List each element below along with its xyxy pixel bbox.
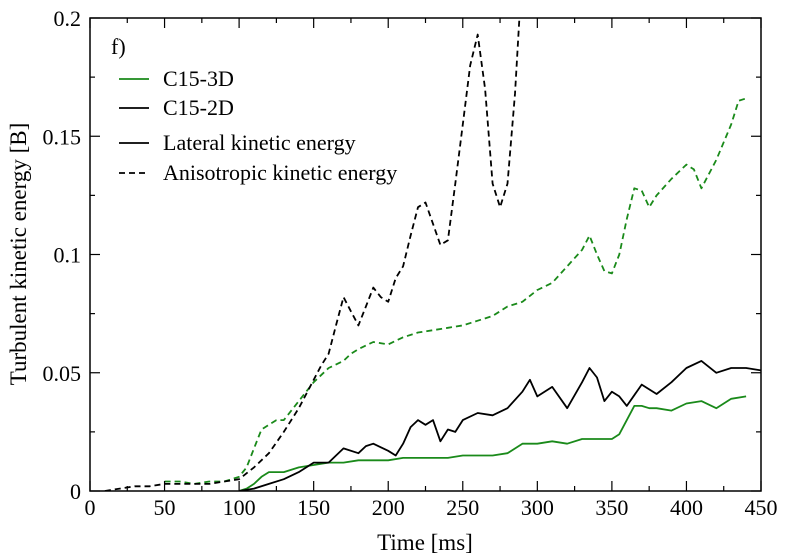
x-axis-title: Time [ms] (377, 530, 473, 555)
x-tick-label: 100 (223, 495, 256, 520)
y-tick-label: 0.15 (43, 124, 82, 149)
x-tick-label: 300 (521, 495, 554, 520)
x-tick-label: 250 (446, 495, 479, 520)
x-tick-label: 350 (595, 495, 628, 520)
series-line-c15-2d-lateral-kinetic-energy (238, 359, 761, 491)
legend-label-anisotropic: Anisotropic kinetic energy (163, 160, 397, 185)
series-line-c15-2d-anisotropic-kinetic-energy (104, 18, 521, 491)
series-layer (104, 18, 761, 491)
x-tick-label: 150 (297, 495, 330, 520)
y-tick-label: 0 (70, 479, 81, 504)
y-tick-label: 0.1 (54, 243, 82, 268)
x-tick-label: 450 (745, 495, 778, 520)
legend-label-lateral: Lateral kinetic energy (163, 130, 356, 155)
x-tick-label: 0 (85, 495, 96, 520)
series-line-c15-3d-anisotropic-kinetic-energy (164, 97, 747, 485)
x-tick-label: 400 (670, 495, 703, 520)
tick-layer: 0 50 100 150 200 250 300 350 400 450 0 0.05 0.1 0.15 0… (43, 6, 778, 520)
y-axis-title: Turbulent kinetic energy [B] (6, 123, 31, 386)
y-tick-label: 0.2 (54, 6, 82, 31)
x-tick-label: 200 (372, 495, 405, 520)
y-tick-label: 0.05 (43, 361, 82, 386)
panel-label: f) (111, 34, 126, 59)
legend: C15-3D C15-2D Lateral kinetic energy Ani… (119, 66, 397, 185)
legend-label-c15-2d: C15-2D (163, 95, 234, 120)
x-tick-label: 50 (154, 495, 176, 520)
series-line-c15-3d-lateral-kinetic-energy (238, 395, 747, 491)
legend-label-c15-3d: C15-3D (163, 66, 234, 91)
